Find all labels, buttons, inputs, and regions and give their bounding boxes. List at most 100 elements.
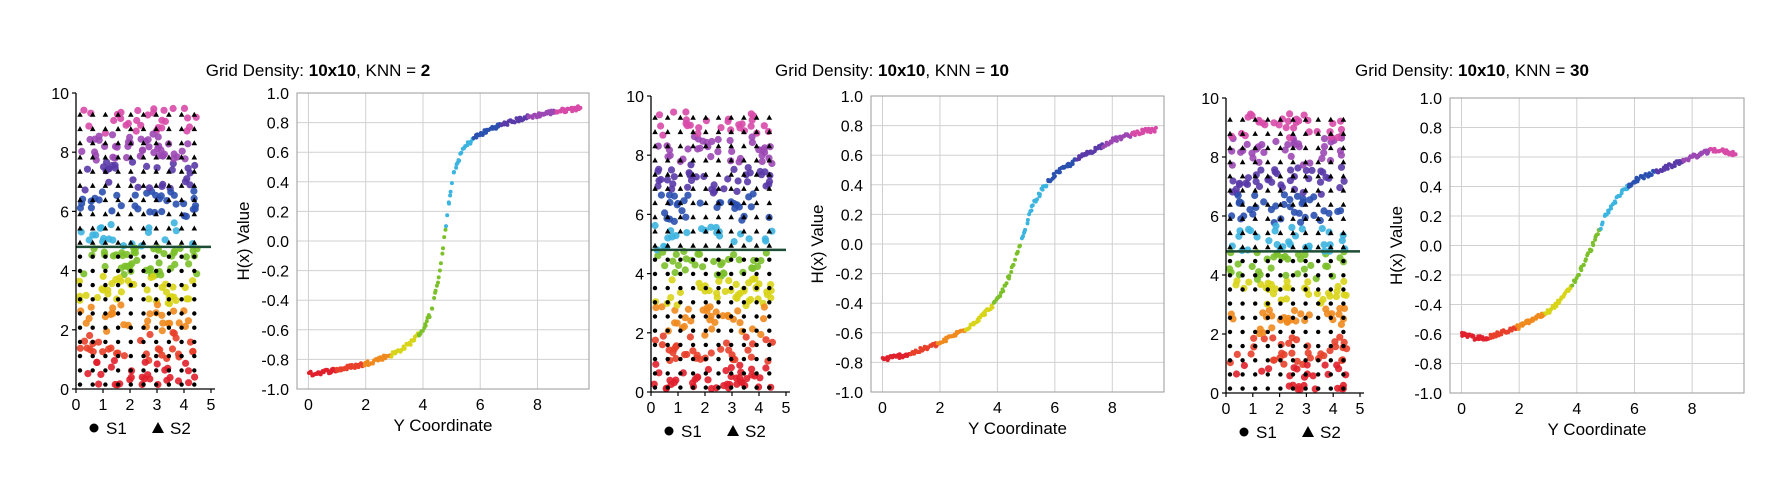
y-axis-label: H(x) Value [808,204,827,283]
x-tick-label: 0 [1457,401,1466,418]
s2-marker [664,242,671,248]
y-tick-label: 2 [635,326,644,343]
s1-marker [703,271,708,277]
s2-marker [715,228,722,234]
sample-point [657,191,666,199]
sample-point [81,186,89,194]
hx-point [1579,268,1584,273]
sample-point [83,344,91,352]
s1-marker [652,356,658,362]
s2-marker [89,211,96,217]
sample-point [95,132,103,140]
sample-point [684,145,692,153]
sample-point [149,130,157,138]
hx-point [447,201,451,206]
sample-point [660,242,668,250]
s2-marker [715,242,722,248]
s1-marker [166,353,172,359]
plot-frame [870,95,1165,393]
sample-point [1246,206,1254,214]
s2-marker [102,154,109,160]
sample-point [165,300,173,308]
s1-marker [1316,287,1321,292]
s1-marker [754,285,759,291]
y-tick-label: -0.2 [1414,268,1442,285]
sample-point [680,197,688,205]
s1-marker [1265,329,1271,335]
x-tick-label: 5 [207,397,216,414]
s1-marker [141,353,146,359]
s2-marker [1265,130,1271,136]
s2-marker [1277,230,1284,236]
hx-point [1037,192,1042,197]
y-tick-label: 0.8 [1420,121,1442,138]
x-tick-label: 0 [304,397,313,414]
x-tick-label: 3 [728,400,737,417]
sample-point [1293,365,1301,373]
sample-point [666,151,674,159]
s1-marker [166,325,172,330]
s1-marker [1290,372,1296,377]
x-tick-label: 6 [1050,400,1059,417]
sample-point [1252,178,1260,186]
s1-marker [729,271,734,277]
s1-marker [115,325,121,330]
s2-marker [178,168,185,174]
s1-legend-label: S1 [681,422,702,441]
s1-marker [115,297,121,302]
s2-marker [766,114,773,120]
sample-point [736,289,744,298]
s2-marker [140,140,147,146]
y-tick-label: -0.2 [835,267,863,284]
s1-marker [1265,343,1271,349]
sample-point [169,283,177,291]
s2-marker [1265,215,1271,221]
s1-marker [1290,301,1296,306]
s2-marker [1290,116,1296,122]
s2-marker [741,114,747,120]
y-tick-label: -0.2 [261,264,289,281]
sample-point [189,348,197,356]
sample-point [1260,148,1268,156]
s1-marker [665,385,670,390]
s2-marker [1290,159,1296,165]
s1-marker [665,271,670,277]
gridlines [1450,97,1744,394]
s2-marker [1302,130,1309,136]
s1-marker [678,314,683,319]
s1-marker [179,368,184,373]
sample-point [710,257,718,266]
sample-point [1331,338,1339,346]
sample-point [670,173,678,181]
hx-point [1573,280,1578,284]
sample-point [168,345,177,353]
s1-marker [1253,372,1258,377]
sample-point [1244,174,1252,182]
sample-point [744,164,752,172]
sample-point [757,330,765,339]
s1-marker [716,328,721,333]
x-tick-label: 8 [1688,401,1697,418]
s2-marker [115,168,121,174]
s1-marker [652,385,658,390]
s2-marker [1277,173,1284,179]
sample-point [1334,133,1342,141]
s1-marker [1303,358,1308,363]
sample-point [1337,320,1345,328]
s2-marker [753,129,760,135]
s1-marker [716,342,721,348]
s2-marker [703,129,709,135]
s1-marker [678,371,683,376]
s2-marker [1227,187,1233,193]
hx-point [448,189,453,194]
sample-point [666,376,674,384]
s1-legend-marker [664,426,674,436]
s1-marker [729,314,734,319]
sample-point [75,277,83,285]
s2-marker [1227,215,1233,221]
sample-point [1286,196,1294,204]
s1-marker [729,342,734,348]
sample-point [119,252,127,260]
sample-point [1334,384,1342,392]
s1-marker [103,382,108,387]
